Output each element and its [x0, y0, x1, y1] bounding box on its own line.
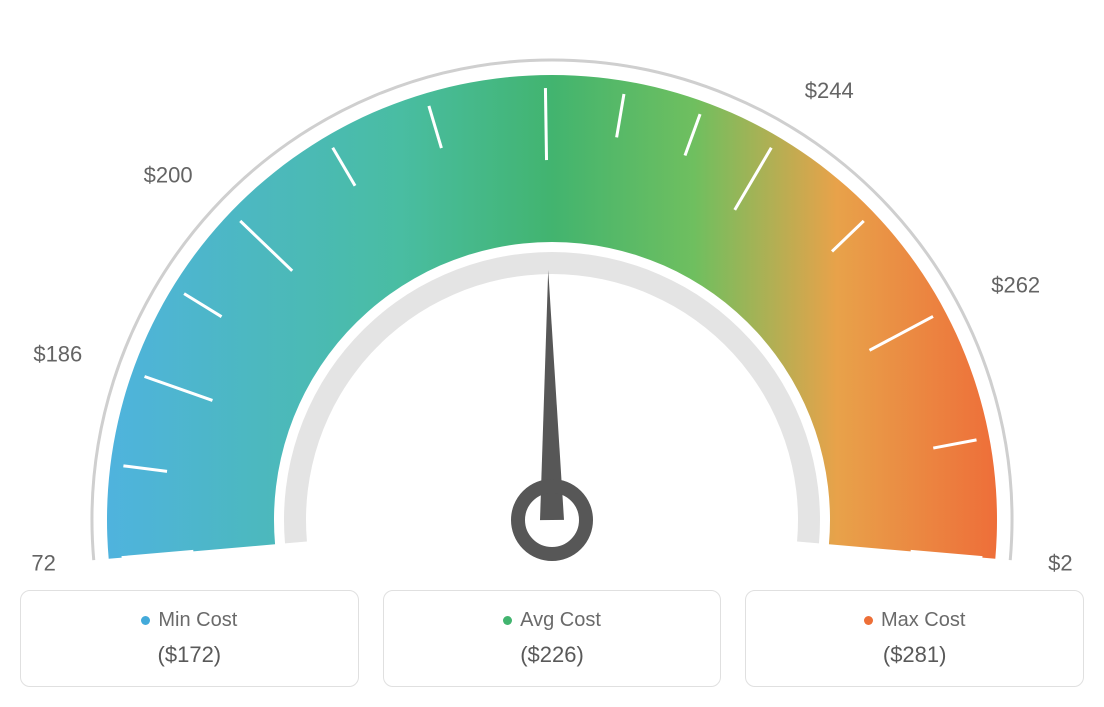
avg-label-text: Avg Cost [520, 609, 601, 632]
gauge-tick-label: $281 [1048, 550, 1072, 575]
max-dot-icon [864, 616, 873, 625]
gauge-tick-label: $262 [991, 272, 1040, 297]
min-label-text: Min Cost [158, 609, 237, 632]
gauge-tick-label: $200 [144, 162, 193, 187]
avg-cost-card: Avg Cost ($226) [383, 590, 722, 687]
max-label-text: Max Cost [881, 609, 965, 632]
gauge-tick-label: $186 [33, 342, 82, 367]
avg-dot-icon [503, 616, 512, 625]
avg-cost-label: Avg Cost [408, 609, 697, 632]
gauge-chart: $172$186$200$226$244$262$281 [20, 20, 1084, 580]
max-cost-value: ($281) [770, 642, 1059, 668]
min-cost-value: ($172) [45, 642, 334, 668]
gauge-tick-label: $244 [805, 78, 854, 103]
min-dot-icon [141, 616, 150, 625]
min-cost-label: Min Cost [45, 609, 334, 632]
max-cost-card: Max Cost ($281) [745, 590, 1084, 687]
max-cost-label: Max Cost [770, 609, 1059, 632]
gauge-tick-label: $172 [32, 550, 56, 575]
min-cost-card: Min Cost ($172) [20, 590, 359, 687]
summary-cards: Min Cost ($172) Avg Cost ($226) Max Cost… [20, 590, 1084, 687]
avg-cost-value: ($226) [408, 642, 697, 668]
gauge-tick [545, 88, 546, 160]
cost-gauge-widget: $172$186$200$226$244$262$281 Min Cost ($… [20, 20, 1084, 687]
